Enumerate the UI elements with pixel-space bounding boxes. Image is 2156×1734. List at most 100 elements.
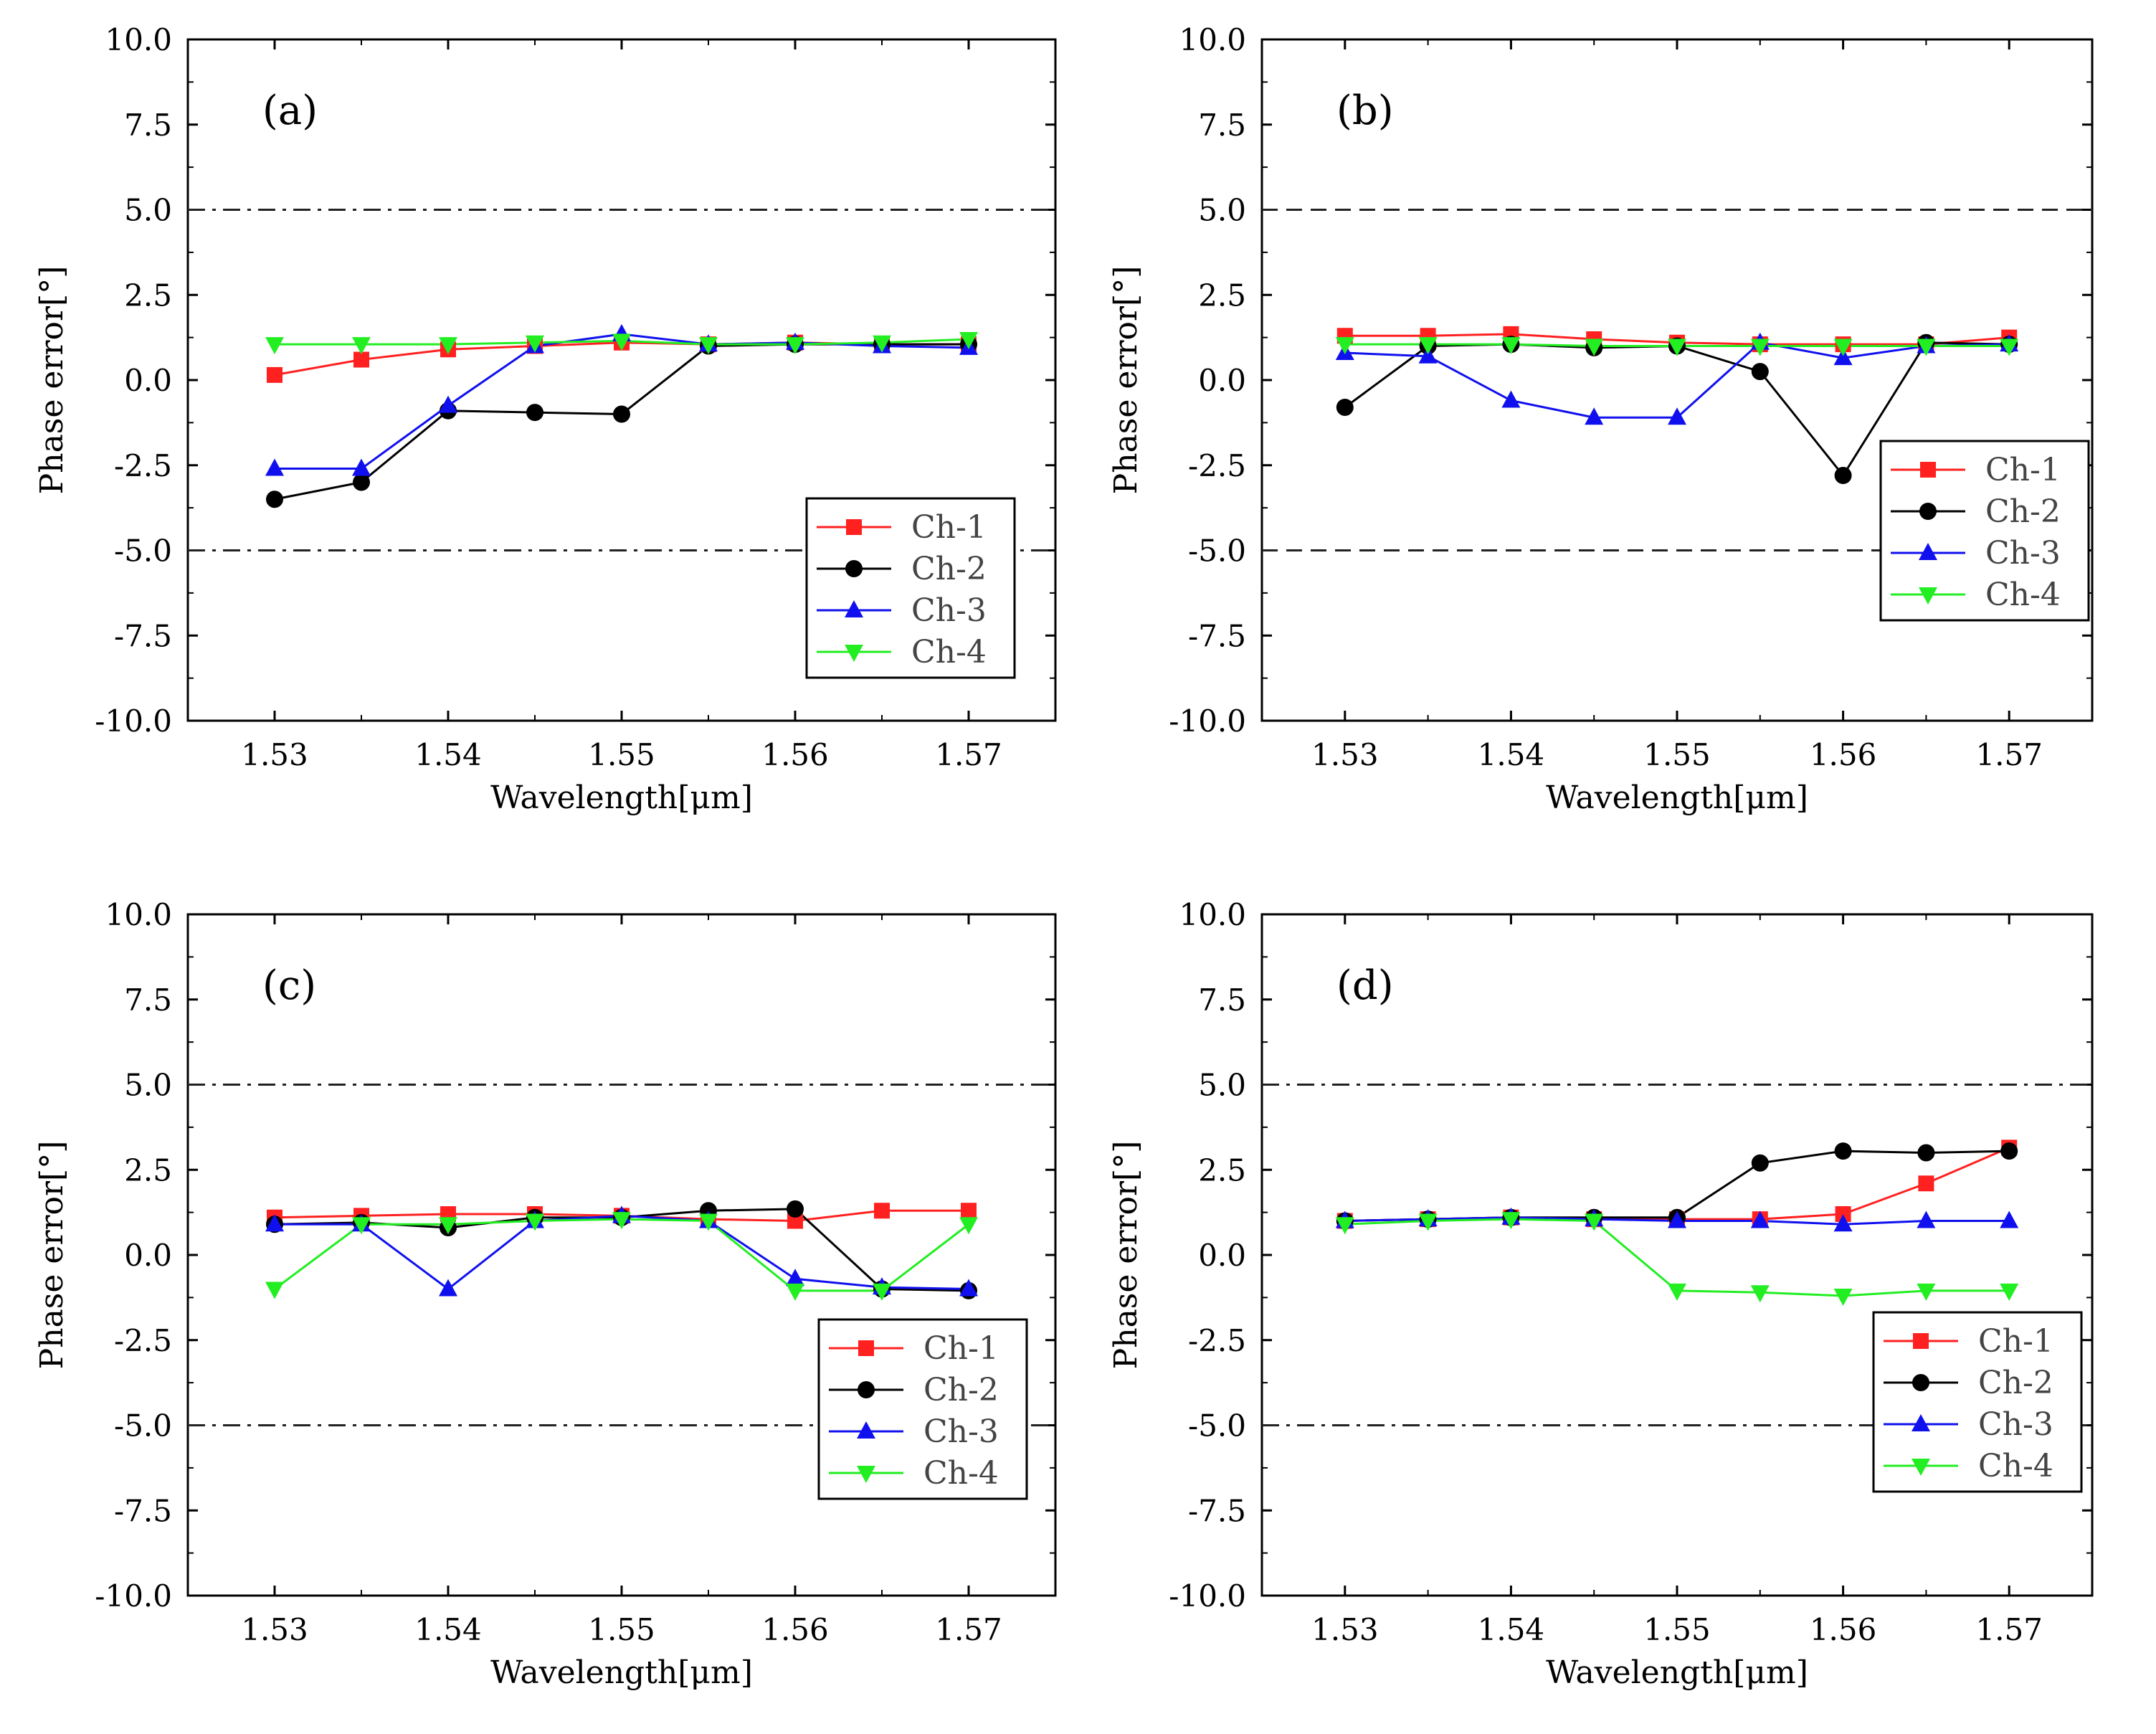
plot-frame (1260, 913, 2094, 1597)
panel-label: (b) (1336, 87, 1394, 134)
x-axis-title: Wavelength[μm] (1546, 780, 1808, 816)
x-tick-label: 1.57 (935, 1612, 1002, 1647)
legend: Ch-1 Ch-2 Ch-3 Ch-4 (805, 497, 1016, 679)
series-line-ch-3 (275, 333, 969, 470)
legend-marker (858, 1381, 875, 1398)
data-point-ch-2 (1917, 1144, 1935, 1162)
y-tick-label: -5.0 (1188, 1408, 1246, 1444)
x-tick-label: 1.54 (414, 1612, 482, 1647)
data-point-ch-4 (959, 1217, 978, 1235)
data-point-ch-1 (874, 1203, 890, 1219)
x-tick-label: 1.54 (1478, 1612, 1545, 1647)
y-axis-title: Phase error[°] (34, 266, 70, 495)
panel-d: 10.0 7.5 5.0 2.5 0.0 -2.5 -5.0 -7.5 -10.0 1.53 1.5… (1108, 897, 2094, 1691)
legend-marker (858, 1340, 874, 1356)
y-tick-label: 10.0 (1179, 897, 1246, 932)
panel-label: (a) (262, 87, 318, 134)
y-tick-label: 2.5 (124, 1152, 172, 1188)
y-tick-label: 0.0 (1198, 1238, 1246, 1273)
legend-marker (1912, 1459, 1930, 1476)
legend-label: Ch-2 (911, 551, 987, 587)
data-point-ch-3 (1501, 390, 1521, 408)
y-tick-label: -2.5 (114, 1323, 172, 1358)
y-tick-label: -5.0 (114, 1408, 172, 1444)
data-point-ch-2 (266, 491, 283, 508)
data-point-ch-3 (1585, 407, 1604, 425)
data-point-ch-4 (873, 335, 891, 353)
data-point-ch-4 (1833, 1289, 1853, 1306)
data-point-ch-3 (1750, 1211, 1770, 1228)
data-point-ch-2 (613, 405, 630, 423)
legend-label: Ch-4 (1978, 1448, 2053, 1484)
panel-b: 10.0 7.5 5.0 2.5 0.0 -2.5 -5.0 -7.5 -10.0 1.53 1.5… (1108, 22, 2094, 816)
legend-label: Ch-3 (1978, 1406, 2053, 1443)
data-point-ch-4 (786, 337, 804, 355)
data-point-ch-2 (2000, 1142, 2018, 1160)
data-point-ch-4 (1335, 1217, 1354, 1235)
data-point-ch-3 (1833, 348, 1853, 366)
data-point-ch-4 (1418, 1213, 1438, 1231)
y-tick-label: -5.0 (1188, 534, 1246, 569)
data-point-ch-2 (526, 404, 543, 422)
data-point-ch-4 (959, 332, 978, 349)
legend-marker (1919, 503, 1937, 520)
panel-a: 10.0 7.5 5.0 2.5 0.0 -2.5 -5.0 -7.5 -10.0 1.53 1.5… (34, 22, 1057, 816)
data-point-ch-3 (959, 1279, 978, 1297)
data-point-ch-3 (1418, 346, 1438, 364)
x-tick-label: 1.56 (761, 737, 829, 772)
y-tick-label: 10.0 (105, 22, 172, 57)
data-point-ch-3 (1668, 407, 1686, 425)
data-point-ch-3 (439, 1279, 457, 1297)
legend: Ch-1 Ch-2 Ch-3 Ch-4 (817, 1318, 1028, 1500)
legend-marker (845, 560, 863, 577)
data-point-ch-4 (1833, 338, 1853, 356)
panel-c: 10.0 7.5 5.0 2.5 0.0 -2.5 -5.0 -7.5 -10.0 1.53 1.5… (34, 897, 1057, 1691)
y-tick-label: -7.5 (114, 618, 172, 653)
x-axis-title: Wavelength[μm] (1546, 1654, 1808, 1691)
data-point-ch-4 (1668, 1283, 1686, 1301)
x-tick-label: 1.57 (1975, 1612, 2043, 1647)
data-point-ch-1 (1918, 1175, 1934, 1192)
data-point-ch-3 (1668, 1211, 1686, 1228)
y-tick-label: 7.5 (124, 982, 172, 1018)
y-tick-label: 10.0 (1179, 22, 1246, 57)
legend-label: Ch-2 (923, 1372, 999, 1408)
data-point-ch-1 (787, 1213, 803, 1229)
y-tick-label: -10.0 (95, 703, 172, 739)
legend-label: Ch-3 (1985, 535, 2061, 572)
y-axis-title: Phase error[°] (1108, 266, 1144, 495)
y-tick-label: 0.0 (124, 363, 172, 398)
data-point-ch-4 (786, 1283, 804, 1301)
data-point-ch-2 (787, 1200, 804, 1218)
legend-label: Ch-4 (923, 1455, 999, 1492)
y-tick-label: -10.0 (1169, 1578, 1246, 1614)
legend-marker (846, 519, 862, 535)
data-point-ch-4 (612, 1212, 631, 1230)
x-tick-label: 1.54 (1478, 737, 1545, 772)
legend-marker (1912, 1374, 1929, 1391)
data-point-ch-4 (1335, 337, 1354, 355)
data-point-ch-4 (1917, 1283, 1936, 1301)
data-point-ch-4 (1585, 338, 1604, 356)
y-tick-label: -2.5 (114, 448, 172, 483)
legend-marker (857, 1421, 875, 1439)
x-tick-label: 1.57 (1975, 737, 2043, 772)
legend-label: Ch-3 (911, 592, 987, 629)
data-point-ch-2 (1834, 467, 1852, 484)
data-point-ch-4 (699, 1213, 718, 1231)
y-tick-label: -5.0 (114, 534, 172, 569)
legend-label: Ch-2 (1985, 493, 2061, 530)
x-tick-label: 1.55 (588, 737, 655, 772)
y-tick-label: 0.0 (1198, 363, 1246, 398)
y-axis-title: Phase error[°] (34, 1141, 70, 1370)
data-point-ch-2 (1751, 1154, 1769, 1172)
legend-marker (845, 600, 863, 617)
legend-marker (1913, 1333, 1929, 1349)
y-tick-label: 5.0 (1198, 1068, 1246, 1103)
y-tick-label: -2.5 (1188, 1323, 1246, 1358)
x-tick-label: 1.55 (588, 1612, 655, 1647)
y-tick-label: -10.0 (95, 1578, 172, 1614)
legend-marker (845, 645, 863, 662)
data-point-ch-4 (265, 337, 284, 355)
